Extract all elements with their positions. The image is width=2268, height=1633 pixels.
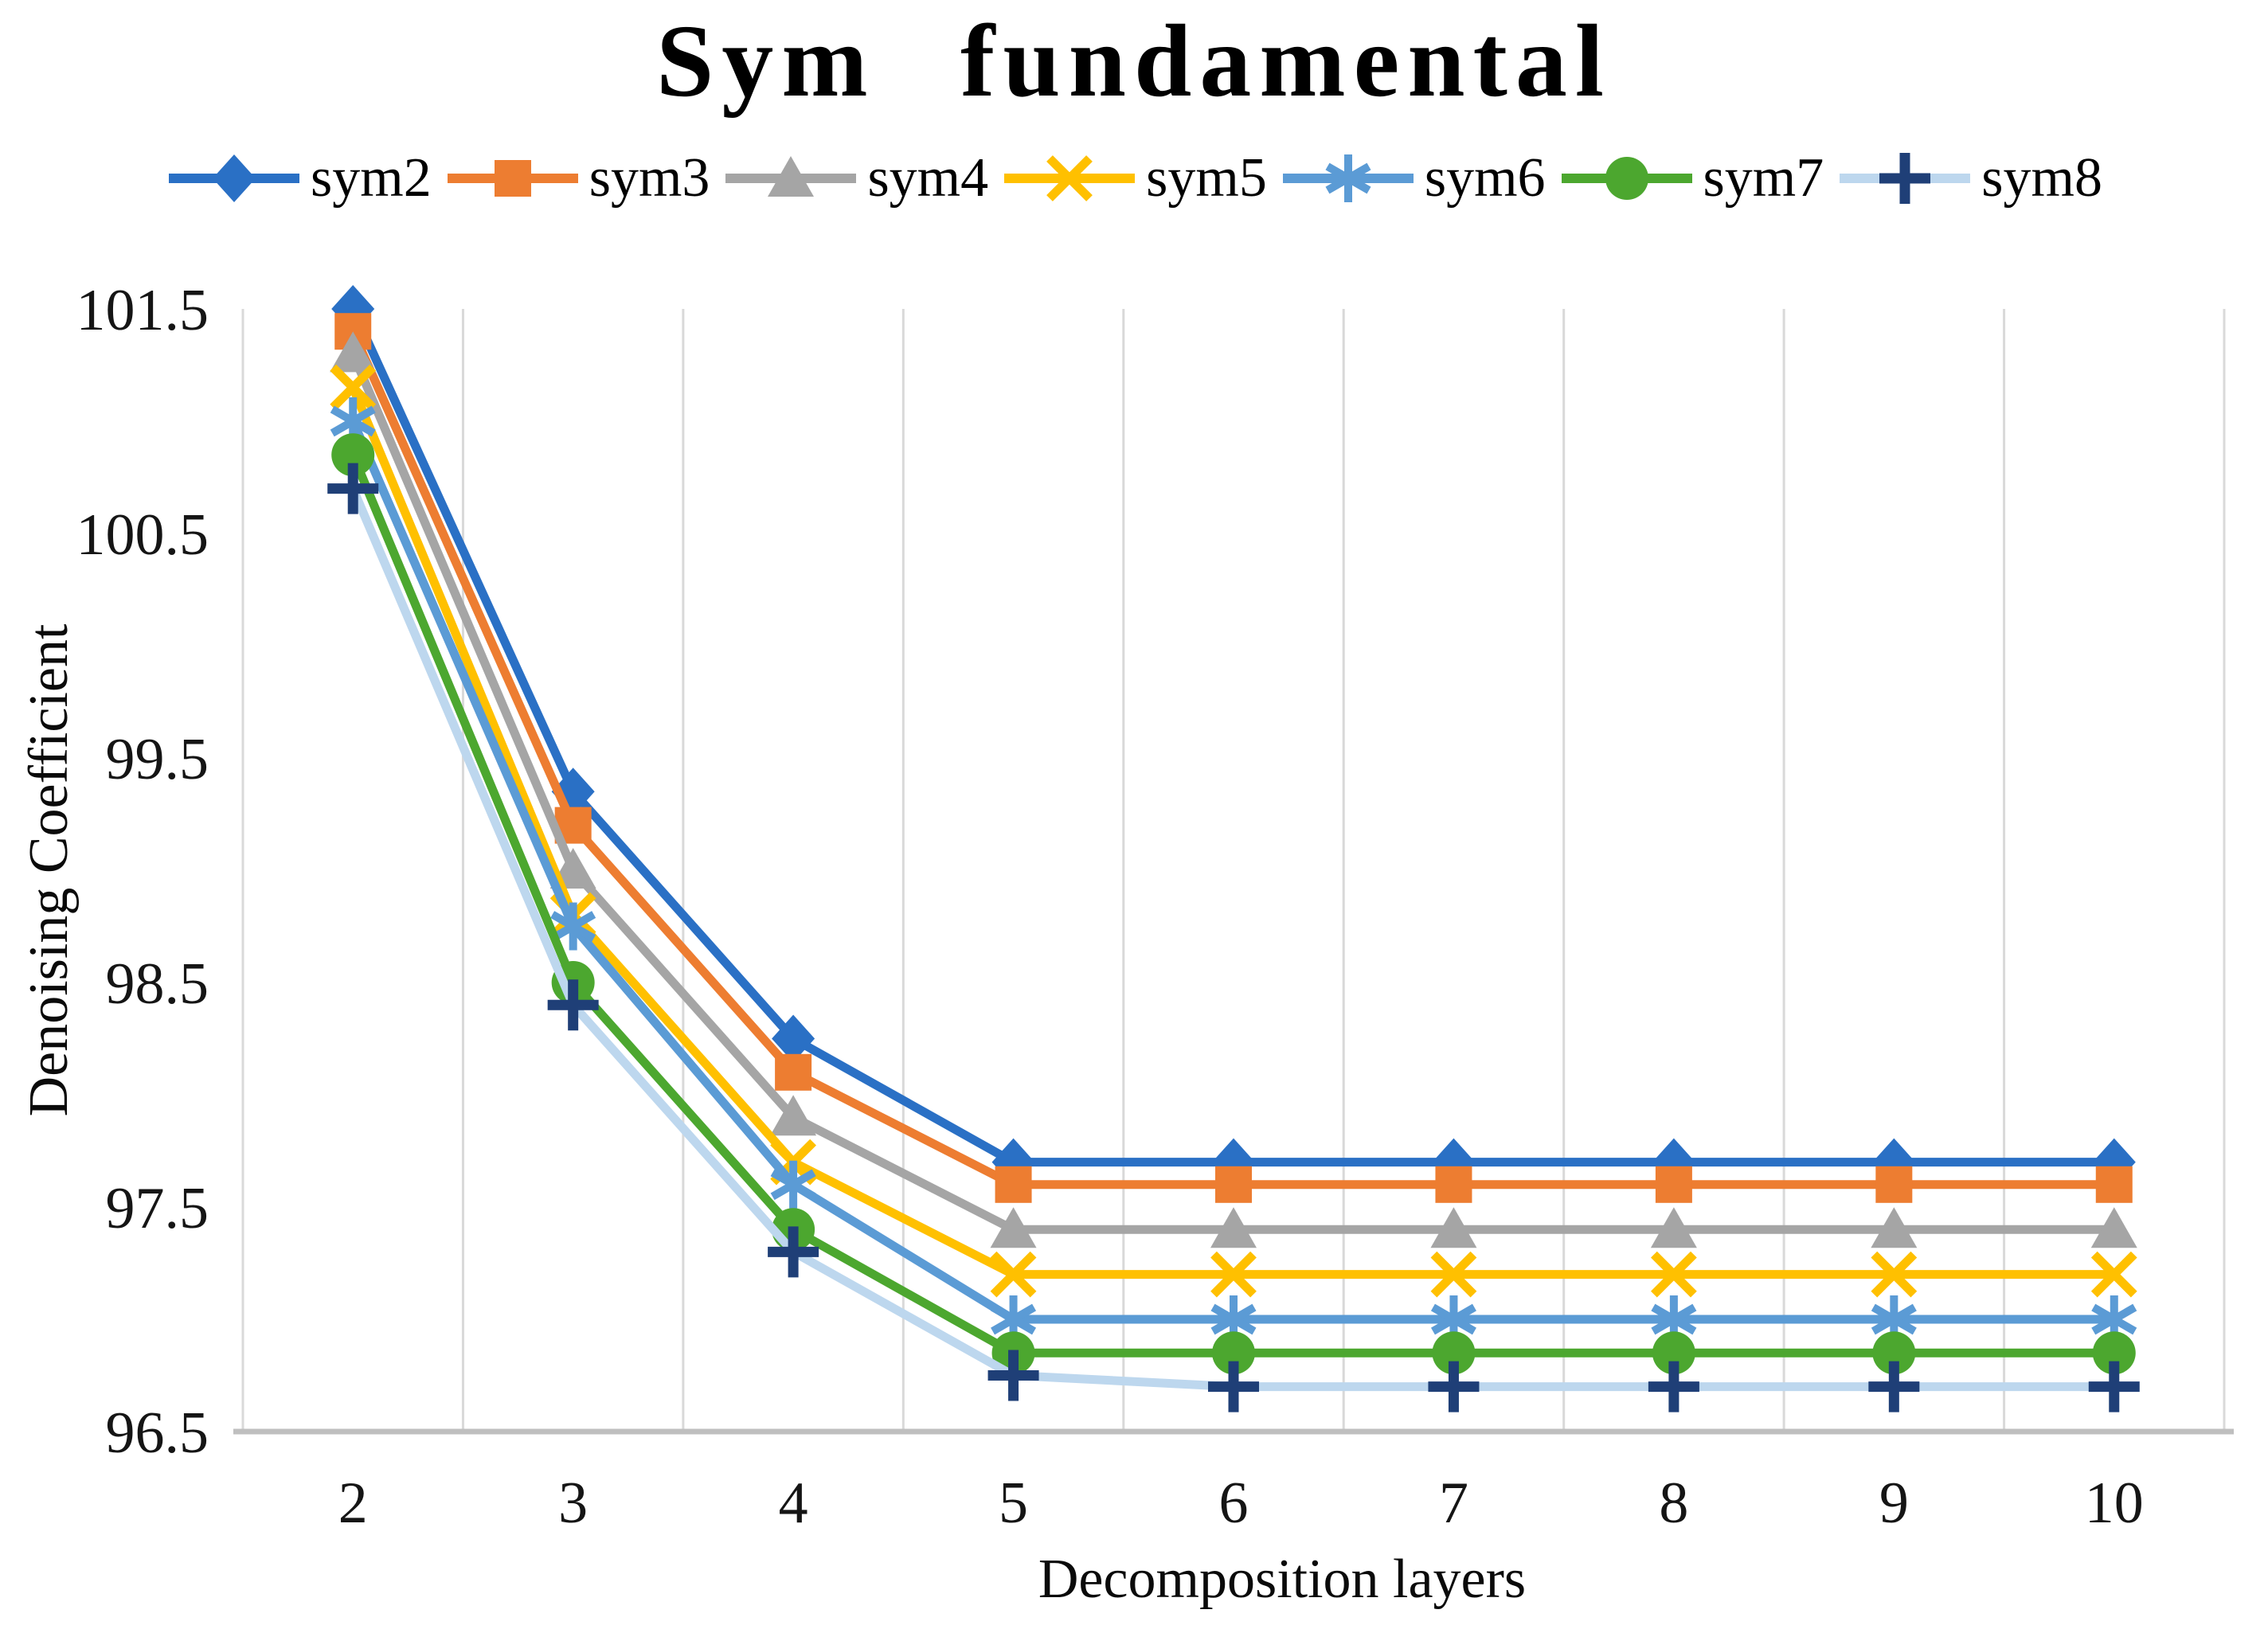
x-axis-title: Decomposition layers xyxy=(1038,1549,1526,1610)
legend-key-square-icon xyxy=(447,160,578,197)
tick-layer: 101.5 100.5 99.5 98.5 97.5 96.5 2 3 4 5 6 7 8 9 10 xyxy=(76,278,2144,1536)
triangle-marker-icon xyxy=(1210,1207,1257,1248)
y-axis-title: Denoising Coefficient xyxy=(18,623,80,1116)
plus-marker-icon xyxy=(1648,1361,1699,1412)
x-marker-icon xyxy=(990,1251,1037,1298)
circle-marker-icon xyxy=(331,433,375,477)
square-marker-icon xyxy=(995,1166,1032,1203)
square-marker-icon xyxy=(494,160,531,197)
y-tick-label: 97.5 xyxy=(106,1176,209,1241)
y-tick-label: 100.5 xyxy=(76,502,209,568)
legend-item-sym5: sym5 xyxy=(1001,149,1267,208)
chart-title: Sym fundamental xyxy=(656,4,1612,119)
triangle-marker-icon xyxy=(1430,1207,1477,1248)
legend-key-asterisk-icon xyxy=(1282,154,1414,202)
x-marker-icon xyxy=(1430,1251,1477,1298)
square-marker-icon xyxy=(1435,1166,1472,1203)
square-marker-icon xyxy=(1875,1166,1913,1203)
y-tick-label: 101.5 xyxy=(76,278,209,343)
x-tick-label: 10 xyxy=(2085,1471,2144,1536)
plus-marker-icon xyxy=(2088,1361,2140,1412)
plus-marker-icon xyxy=(768,1226,819,1278)
triangle-marker-icon xyxy=(2090,1207,2137,1248)
x-tick-label: 2 xyxy=(338,1471,368,1536)
diamond-marker-icon xyxy=(213,154,256,202)
grid-layer xyxy=(233,309,2234,1435)
x-marker-icon xyxy=(330,364,377,411)
legend-item-sym6: sym6 xyxy=(1280,149,1546,208)
triangle-marker-icon xyxy=(990,1207,1037,1248)
x-marker-icon xyxy=(1871,1251,1918,1298)
circle-marker-icon xyxy=(1872,1331,1916,1375)
circle-marker-icon xyxy=(1652,1331,1695,1375)
triangle-marker-icon xyxy=(330,331,377,373)
x-marker-icon xyxy=(1046,155,1093,201)
legend-label-sym8: sym8 xyxy=(1981,147,2102,209)
plus-marker-icon xyxy=(1868,1361,1920,1412)
plus-marker-icon xyxy=(987,1350,1039,1401)
series-line-sym8 xyxy=(349,486,2114,1392)
legend-key-x-icon xyxy=(1004,155,1136,201)
asterisk-marker-icon xyxy=(770,1160,816,1209)
legend-label-sym5: sym5 xyxy=(1146,147,1267,209)
y-tick-label: 96.5 xyxy=(106,1401,209,1466)
legend: sym2 sym3 sym4 sym5 sym6 sym7 sym8 xyxy=(0,134,2268,223)
asterisk-marker-icon xyxy=(1325,154,1371,202)
series-layer xyxy=(327,285,2140,1412)
y-tick-label: 98.5 xyxy=(106,951,209,1017)
circle-marker-icon xyxy=(1605,157,1648,200)
triangle-marker-icon xyxy=(1871,1207,1918,1248)
legend-key-circle-icon xyxy=(1561,157,1692,200)
asterisk-marker-icon xyxy=(550,902,596,951)
x-marker-icon xyxy=(1651,1251,1697,1298)
legend-label-sym2: sym2 xyxy=(311,147,432,209)
y-tick-label: 99.5 xyxy=(106,727,209,792)
x-tick-label: 9 xyxy=(1879,1471,1909,1536)
x-tick-label: 6 xyxy=(1219,1471,1249,1536)
x-tick-label: 3 xyxy=(558,1471,588,1536)
plus-marker-icon xyxy=(1208,1361,1259,1412)
x-tick-label: 8 xyxy=(1659,1471,1688,1536)
legend-label-sym6: sym6 xyxy=(1424,147,1546,209)
square-marker-icon xyxy=(1655,1166,1692,1203)
legend-label-sym7: sym7 xyxy=(1703,147,1824,209)
x-marker-icon xyxy=(1210,1251,1257,1298)
x-tick-label: 5 xyxy=(999,1471,1028,1536)
x-tick-label: 7 xyxy=(1439,1471,1468,1536)
legend-item-sym8: sym8 xyxy=(1836,149,2102,208)
legend-item-sym2: sym2 xyxy=(166,149,432,208)
legend-key-triangle-icon xyxy=(725,156,857,197)
triangle-marker-icon xyxy=(770,1095,817,1136)
legend-key-diamond-icon xyxy=(169,154,300,202)
circle-marker-icon xyxy=(1212,1331,1255,1375)
triangle-marker-icon xyxy=(768,156,815,197)
legend-item-sym7: sym7 xyxy=(1558,149,1824,208)
circle-marker-icon xyxy=(2092,1331,2136,1375)
diamond-marker-icon xyxy=(772,1014,815,1063)
x-marker-icon xyxy=(2090,1251,2137,1298)
legend-key-plus-icon xyxy=(1840,153,1971,204)
square-marker-icon xyxy=(2095,1166,2133,1203)
square-marker-icon xyxy=(775,1053,812,1091)
plus-marker-icon xyxy=(1428,1361,1480,1412)
plus-marker-icon xyxy=(327,463,379,514)
plus-marker-icon xyxy=(547,979,599,1031)
legend-item-sym4: sym4 xyxy=(722,149,988,208)
circle-marker-icon xyxy=(1432,1331,1476,1375)
legend-label-sym4: sym4 xyxy=(867,147,989,209)
legend-item-sym3: sym3 xyxy=(444,149,710,208)
series-line-sym4 xyxy=(349,352,2114,1234)
diamond-marker-icon xyxy=(551,768,595,816)
x-tick-label: 4 xyxy=(779,1471,808,1536)
triangle-marker-icon xyxy=(1650,1207,1697,1248)
plus-marker-icon xyxy=(1879,153,1931,204)
legend-label-sym3: sym3 xyxy=(589,147,710,209)
square-marker-icon xyxy=(1215,1166,1252,1203)
